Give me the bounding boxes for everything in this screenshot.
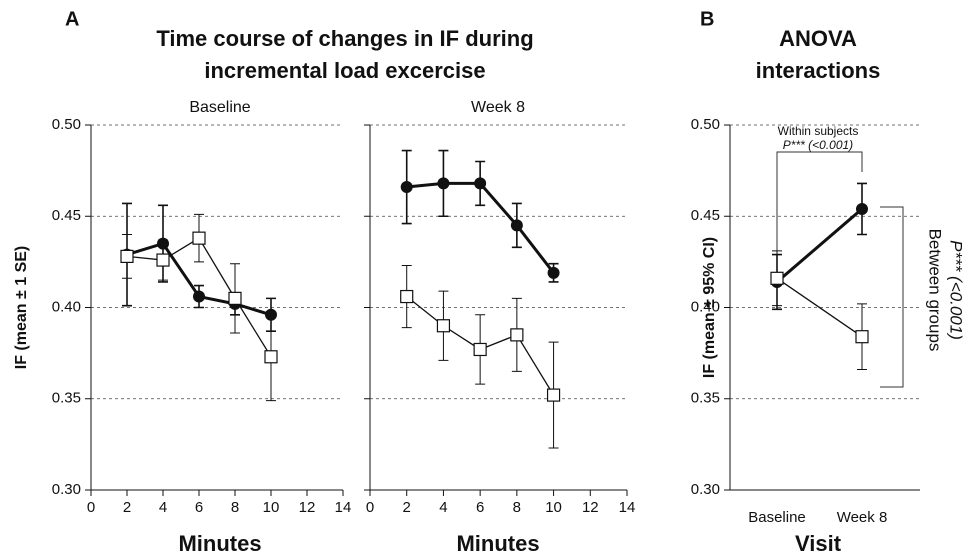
y-tick-label: 0.40 xyxy=(52,298,81,315)
annotation: P*** (<0.001) xyxy=(947,240,966,340)
x-tick-label: 2 xyxy=(403,499,411,516)
point xyxy=(547,266,560,279)
x-tick-label: 0 xyxy=(87,499,95,516)
between-bracket xyxy=(880,206,904,388)
x-tick-label: 2 xyxy=(123,499,131,516)
chart-title: Time course of changes in IF during xyxy=(156,26,533,51)
panel-subtitle: Week 8 xyxy=(471,99,525,116)
point xyxy=(546,388,561,402)
x-tick-label: 6 xyxy=(476,499,484,516)
point xyxy=(264,350,278,364)
x-tick-label: 14 xyxy=(335,499,352,516)
y-tick-label: 0.50 xyxy=(52,116,81,133)
panel-label: B xyxy=(700,8,714,30)
y-axis-label: IF (mean ± 1 SE) xyxy=(13,246,30,369)
series-line xyxy=(776,207,863,284)
x-tick-label: 8 xyxy=(513,499,521,516)
x-tick-label: 0 xyxy=(366,499,374,516)
y-tick-label: 0.35 xyxy=(52,390,81,407)
x-axis-label: Visit xyxy=(795,531,842,556)
point xyxy=(120,249,134,263)
x-tick-label: 4 xyxy=(159,499,167,516)
point xyxy=(473,342,487,357)
within-bracket xyxy=(776,151,863,272)
annotation: Between groups xyxy=(926,229,945,352)
point xyxy=(510,328,524,342)
point xyxy=(192,231,206,245)
point xyxy=(265,308,277,321)
point xyxy=(156,253,170,267)
point xyxy=(157,237,169,250)
x-tick-label: 8 xyxy=(231,499,239,516)
annotation: P*** (<0.001) xyxy=(783,138,853,152)
panel-label: A xyxy=(65,8,79,30)
y-tick-label: 0.45 xyxy=(691,207,720,224)
x-tick-label: 6 xyxy=(195,499,203,516)
series-line xyxy=(776,277,863,338)
y-tick-label: 0.40 xyxy=(691,298,720,315)
chart-title: ANOVA xyxy=(779,26,857,51)
point xyxy=(474,177,487,190)
y-tick-label: 0.50 xyxy=(691,116,720,133)
x-axis-label: Minutes xyxy=(178,531,261,556)
point xyxy=(400,181,413,194)
point xyxy=(856,202,868,215)
point xyxy=(770,271,784,285)
x-tick-label: Baseline xyxy=(748,509,806,526)
x-tick-label: 12 xyxy=(582,499,599,516)
point xyxy=(228,291,242,305)
x-tick-label: 10 xyxy=(545,499,562,516)
point xyxy=(193,290,205,303)
y-tick-label: 0.30 xyxy=(52,481,81,498)
point xyxy=(436,319,451,333)
panel-subtitle: Baseline xyxy=(189,99,250,116)
point xyxy=(400,289,414,304)
x-tick-label: 4 xyxy=(439,499,447,516)
y-tick-label: 0.30 xyxy=(691,481,720,498)
x-tick-label: Week 8 xyxy=(837,509,888,526)
y-tick-label: 0.45 xyxy=(52,207,81,224)
point xyxy=(510,219,523,232)
chart-title: interactions xyxy=(756,58,881,83)
x-axis-label: Minutes xyxy=(456,531,539,556)
annotation: Within subjects xyxy=(778,124,859,138)
x-tick-label: 14 xyxy=(619,499,636,516)
y-axis-label: IF (mean ± 95% CI) xyxy=(701,237,718,378)
point xyxy=(437,177,450,190)
x-tick-label: 12 xyxy=(299,499,316,516)
y-tick-label: 0.35 xyxy=(691,390,720,407)
chart-title: incremental load excercise xyxy=(204,58,485,83)
point xyxy=(855,330,869,344)
x-tick-label: 10 xyxy=(263,499,280,516)
